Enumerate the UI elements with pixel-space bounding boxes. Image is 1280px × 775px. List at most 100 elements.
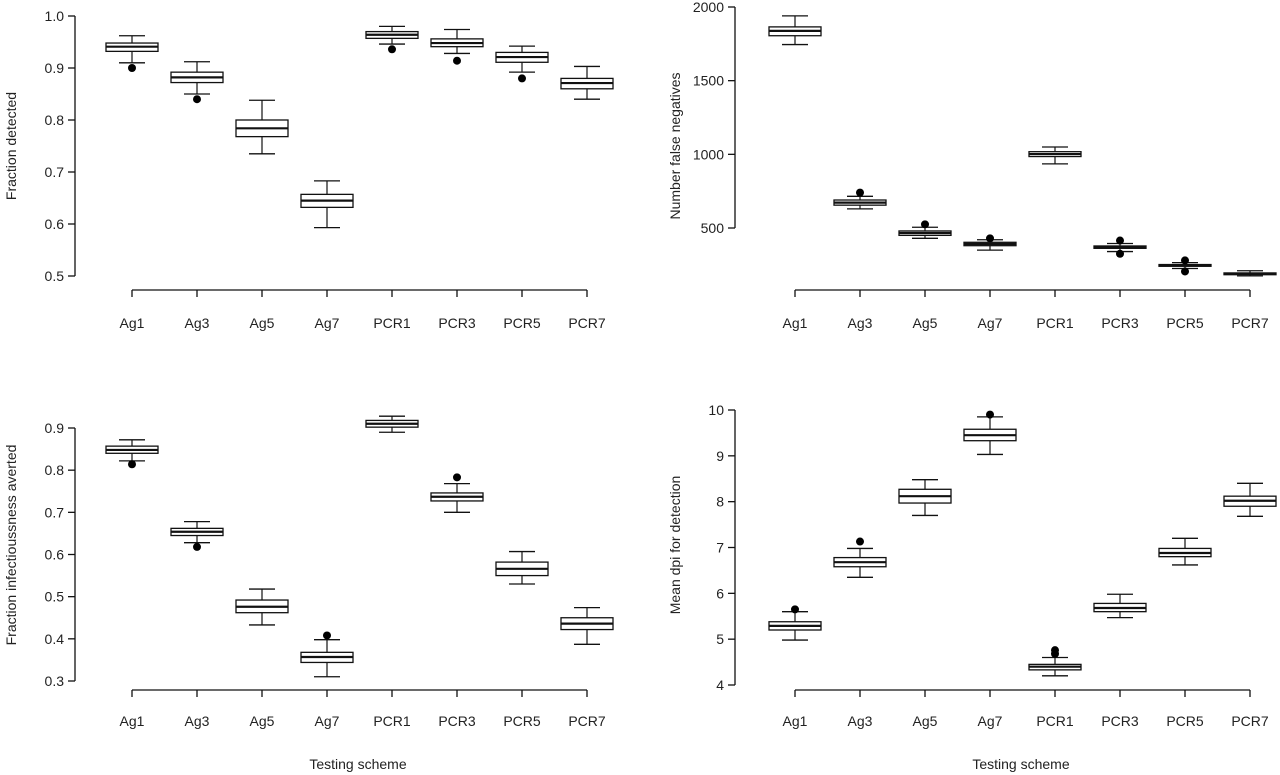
outlier-point [1051, 646, 1059, 655]
box-ag5 [898, 220, 952, 239]
x-tick-label: Ag1 [783, 315, 808, 331]
x-tick-label: Ag5 [913, 315, 938, 331]
outlier-point [193, 542, 201, 551]
x-tick-label: PCR7 [1231, 315, 1269, 331]
y-tick-label: 0.7 [45, 164, 65, 180]
outlier-point [453, 56, 461, 65]
box-pcr1 [365, 415, 419, 433]
box-ag5 [235, 588, 289, 626]
box-ag1 [768, 15, 822, 46]
y-axis-label: Fraction detected [3, 92, 19, 200]
box-ag1 [768, 605, 822, 641]
box-ag5 [898, 479, 952, 517]
x-tick-label: PCR5 [1166, 713, 1204, 729]
panel-fraction-detected: 0.5 0.6 0.7 0.8 0.9 1.0 Fraction detected Ag1 Ag… [3, 8, 614, 331]
y-tick-label: 0.9 [45, 420, 65, 436]
y-tick-label: 1500 [693, 73, 724, 89]
x-tick-label: Ag3 [185, 315, 210, 331]
outlier-point [1116, 249, 1124, 258]
y-axis-label: Number false negatives [667, 72, 683, 219]
box-pcr7 [560, 606, 614, 645]
box-pcr7 [1223, 270, 1277, 277]
box-pcr5 [495, 550, 549, 585]
x-tick-label: PCR3 [1101, 713, 1139, 729]
outlier-point [856, 188, 864, 197]
outlier-point [1181, 256, 1189, 265]
x-axis-label: Testing scheme [972, 756, 1069, 772]
outlier-point [193, 95, 201, 104]
x-tick-label: PCR5 [1166, 315, 1204, 331]
box-pcr7 [1223, 482, 1277, 517]
box-ag1 [105, 35, 159, 72]
box-ag3 [170, 61, 224, 104]
box-ag7 [300, 180, 354, 229]
box-ag3 [833, 537, 887, 578]
x-tick-label: Ag3 [185, 713, 210, 729]
y-axis-label: Mean dpi for detection [667, 476, 683, 615]
y-tick-label: 2000 [693, 0, 724, 15]
x-tick-label: Ag7 [978, 315, 1003, 331]
outlier-point [986, 410, 994, 419]
x-tick-label: Ag7 [978, 713, 1003, 729]
outlier-point [518, 74, 526, 83]
x-tick-label: PCR3 [1101, 315, 1139, 331]
box-pcr1 [365, 25, 419, 54]
y-tick-label: 0.8 [45, 462, 65, 478]
box-ag7 [300, 631, 354, 678]
panel-mean-dpi-for-detection: 4 5 6 7 8 9 10 Mean dpi for detection Ag1 Ag3 Ag5 A… [667, 402, 1277, 772]
x-tick-label: PCR7 [568, 713, 606, 729]
x-tick-label: Ag1 [120, 713, 145, 729]
x-tick-label: PCR3 [438, 713, 476, 729]
x-tick-label: PCR7 [1231, 713, 1269, 729]
y-tick-label: 0.3 [45, 673, 65, 689]
x-tick-label: Ag3 [848, 315, 873, 331]
x-tick-label: PCR5 [503, 713, 541, 729]
y-tick-label: 0.8 [45, 112, 65, 128]
x-tick-label: Ag7 [315, 713, 340, 729]
y-tick-label: 1.0 [45, 8, 65, 24]
outlier-point [128, 64, 136, 72]
y-tick-label: 500 [701, 220, 725, 236]
outlier-point [1181, 267, 1189, 276]
x-tick-label: PCR1 [373, 713, 411, 729]
x-tick-label: PCR7 [568, 315, 606, 331]
outlier-point [453, 473, 461, 482]
box-ag3 [170, 520, 224, 551]
x-tick-label: Ag7 [315, 315, 340, 331]
outlier-point [128, 460, 136, 469]
box-pcr1 [1028, 646, 1082, 677]
panel-number-false-negatives: 500 1000 1500 2000 Number false negatives Ag1… [667, 0, 1277, 331]
y-tick-label: 0.6 [45, 216, 65, 232]
box-pcr3 [430, 473, 484, 513]
y-tick-label: 8 [716, 494, 724, 510]
box-ag7 [963, 234, 1017, 251]
x-tick-label: PCR1 [1036, 315, 1074, 331]
outlier-point [986, 234, 994, 243]
y-tick-label: 0.5 [45, 268, 65, 284]
x-tick-label: PCR5 [503, 315, 541, 331]
box-pcr1 [1028, 146, 1082, 165]
y-tick-label: 0.6 [45, 547, 65, 563]
box-ag5 [235, 99, 289, 155]
y-tick-label: 0.7 [45, 504, 65, 520]
outlier-point [791, 605, 799, 614]
x-tick-label: PCR3 [438, 315, 476, 331]
y-tick-label: 10 [708, 402, 724, 418]
box-pcr3 [1093, 593, 1147, 619]
x-tick-label: PCR1 [1036, 713, 1074, 729]
box-ag1 [105, 439, 159, 469]
box-pcr7 [560, 65, 614, 100]
y-tick-label: 5 [716, 631, 724, 647]
y-tick-label: 9 [716, 448, 724, 464]
box-pcr5 [495, 45, 549, 83]
x-axis-label: Testing scheme [309, 756, 406, 772]
outlier-point [921, 220, 929, 229]
box-pcr5 [1158, 256, 1212, 276]
x-tick-label: Ag5 [250, 713, 275, 729]
box-pcr3 [1093, 236, 1147, 258]
y-tick-label: 4 [716, 677, 724, 693]
x-tick-label: Ag1 [783, 713, 808, 729]
outlier-point [856, 537, 864, 546]
y-tick-label: 0.4 [45, 631, 65, 647]
